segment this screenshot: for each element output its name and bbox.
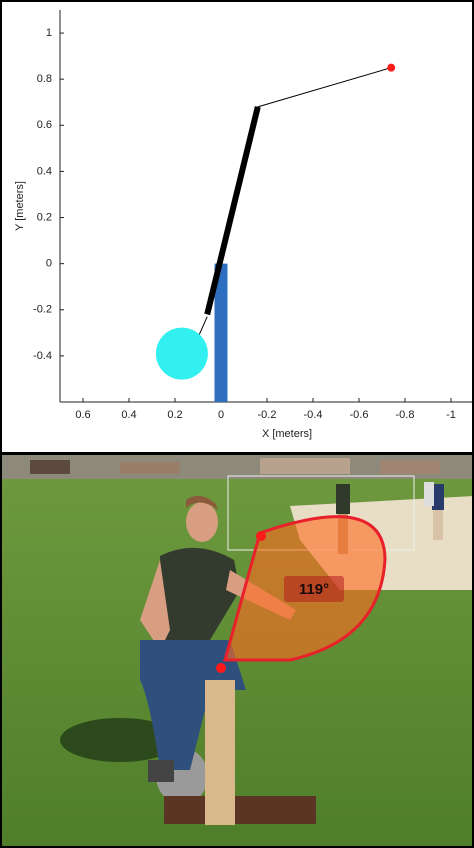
y-tick-label: 0.6 (37, 119, 52, 131)
house (260, 458, 350, 474)
base-board (164, 796, 316, 824)
y-tick-label: 0.4 (37, 165, 52, 177)
x-tick-label: -0.8 (396, 409, 415, 421)
x-tick-label: -0.4 (304, 409, 323, 421)
x-tick-label: -0.2 (258, 409, 277, 421)
angle-label: 119° (299, 581, 329, 598)
joint-marker (216, 663, 226, 673)
screen: 1 0.8 0.6 0.4 0.2 0 -0.2 -0.4 0.6 0.4 0.2 0 -0.2 -0.4… (0, 0, 474, 848)
x-tick-label: 0 (218, 409, 224, 421)
y-tick-label: 0.2 (37, 211, 52, 223)
y-tick-label: 0.8 (37, 73, 52, 85)
x-tick-label: 0.2 (167, 409, 182, 421)
video-frame: 119° (0, 455, 474, 848)
x-tick-label: 0.6 (75, 409, 90, 421)
y-tick-label: -0.2 (33, 304, 52, 316)
x-tick-label: -0.6 (350, 409, 369, 421)
x-tick-label: -1 (446, 409, 456, 421)
house (380, 460, 440, 474)
x-tick-label: 0.4 (121, 409, 136, 421)
mass (156, 328, 208, 380)
house (120, 462, 180, 474)
y-tick-label: 0 (46, 258, 52, 270)
y-axis-label: Y [meters] (14, 181, 26, 231)
plot-background (0, 0, 474, 452)
y-tick-label: 1 (46, 27, 52, 39)
y-tick-label: -0.4 (33, 350, 52, 362)
x-axis-label: X [meters] (262, 428, 312, 440)
post (205, 680, 235, 825)
end-point (387, 64, 395, 72)
house (30, 460, 70, 474)
page: {"chart_data": {"type": "line", "xlabel"… (0, 0, 474, 848)
joint-marker (256, 531, 266, 541)
